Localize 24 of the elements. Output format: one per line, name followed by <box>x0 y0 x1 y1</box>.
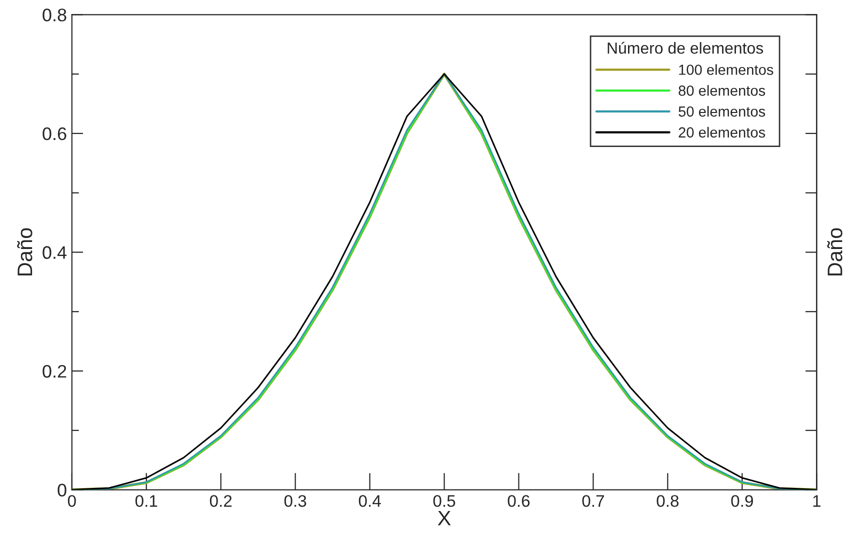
y2-axis-title: Daño <box>827 228 842 276</box>
x-tick-label: 0 <box>68 495 76 507</box>
y-axis-title: Daño <box>17 228 32 276</box>
x-tick-label: 0.9 <box>731 495 753 507</box>
y-tick-label: 0.4 <box>42 246 67 259</box>
legend-label: 100 elementos <box>679 64 774 75</box>
y-tick-label: 0.2 <box>42 364 66 378</box>
x-tick-label: 0.8 <box>656 495 679 507</box>
x-axis-title: X <box>438 510 451 526</box>
legend-title: Número de elementos <box>608 42 764 54</box>
x-tick-label: 1 <box>813 495 820 507</box>
x-tick-label: 0.2 <box>210 495 232 507</box>
y-tick-label: 0.8 <box>42 8 66 22</box>
x-tick-label: 0.6 <box>508 495 530 507</box>
y-tick-label: 0 <box>58 484 66 497</box>
x-tick-label: 0.7 <box>582 495 604 507</box>
x-tick-label: 0.5 <box>433 495 456 507</box>
legend-label: 50 elementos <box>678 106 766 117</box>
x-tick-label: 0.3 <box>284 495 306 507</box>
y-tick-label: 0.6 <box>42 127 66 140</box>
x-tick-label: 0.1 <box>135 495 158 507</box>
legend-label: 20 elementos <box>678 126 766 138</box>
x-tick-label: 0.4 <box>358 495 381 507</box>
legend-label: 80 elementos <box>678 85 766 96</box>
